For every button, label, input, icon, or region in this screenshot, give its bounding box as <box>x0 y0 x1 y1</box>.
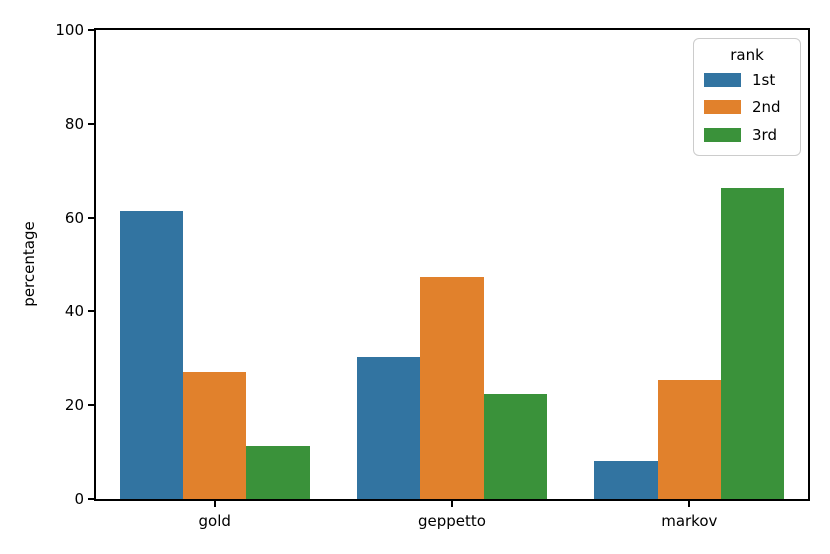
y-tick-mark-20 <box>88 404 94 407</box>
x-tick-label-gold: gold <box>198 512 231 530</box>
legend-label-2nd: 2nd <box>752 98 781 117</box>
y-tick-label-0: 0 <box>74 490 84 508</box>
bar-geppetto-2nd <box>420 276 484 499</box>
legend-label-1st: 1st <box>752 70 776 89</box>
bar-markov-1st <box>594 461 658 499</box>
bar-gold-2nd <box>183 372 247 499</box>
legend-row-1st: 1st <box>704 66 790 94</box>
y-tick-label-80: 80 <box>64 114 84 133</box>
legend-rows: 1st 2nd 3rd <box>704 66 790 149</box>
legend-label-3rd: 3rd <box>752 125 777 144</box>
x-tick-mark-markov <box>688 501 691 507</box>
legend-swatch-1st <box>704 72 741 87</box>
y-tick-mark-0 <box>88 498 94 500</box>
bar-markov-3rd <box>720 188 785 499</box>
x-tick-label-geppetto: geppetto <box>418 512 486 530</box>
legend-swatch-3rd <box>704 127 741 142</box>
y-tick-mark-80 <box>88 122 94 125</box>
plot-area <box>96 30 808 499</box>
y-tick-label-60: 60 <box>64 208 84 227</box>
y-tick-label-40: 40 <box>64 302 84 321</box>
bar-markov-2nd <box>657 380 721 499</box>
legend-row-2nd: 2nd <box>704 94 790 122</box>
y-axis-label: percentage <box>20 221 38 307</box>
legend-row-3rd: 3rd <box>704 121 790 149</box>
y-tick-mark-40 <box>88 310 94 313</box>
x-tick-label-markov: markov <box>661 512 718 530</box>
y-tick-label-20: 20 <box>64 396 84 415</box>
y-tick-mark-100 <box>88 29 94 31</box>
legend-swatch-2nd <box>704 100 741 115</box>
legend-title: rank <box>730 46 764 64</box>
y-tick-mark-60 <box>88 216 94 219</box>
bar-geppetto-3rd <box>483 393 547 499</box>
x-tick-mark-geppetto <box>451 501 453 507</box>
bar-gold-1st <box>119 210 183 499</box>
x-tick-mark-gold <box>213 501 216 507</box>
legend: rank 1st 2nd 3rd <box>693 38 801 156</box>
axes-spines <box>94 28 810 501</box>
bar-geppetto-1st <box>357 357 421 499</box>
bar-gold-3rd <box>246 446 310 499</box>
y-tick-label-100: 100 <box>55 21 84 39</box>
